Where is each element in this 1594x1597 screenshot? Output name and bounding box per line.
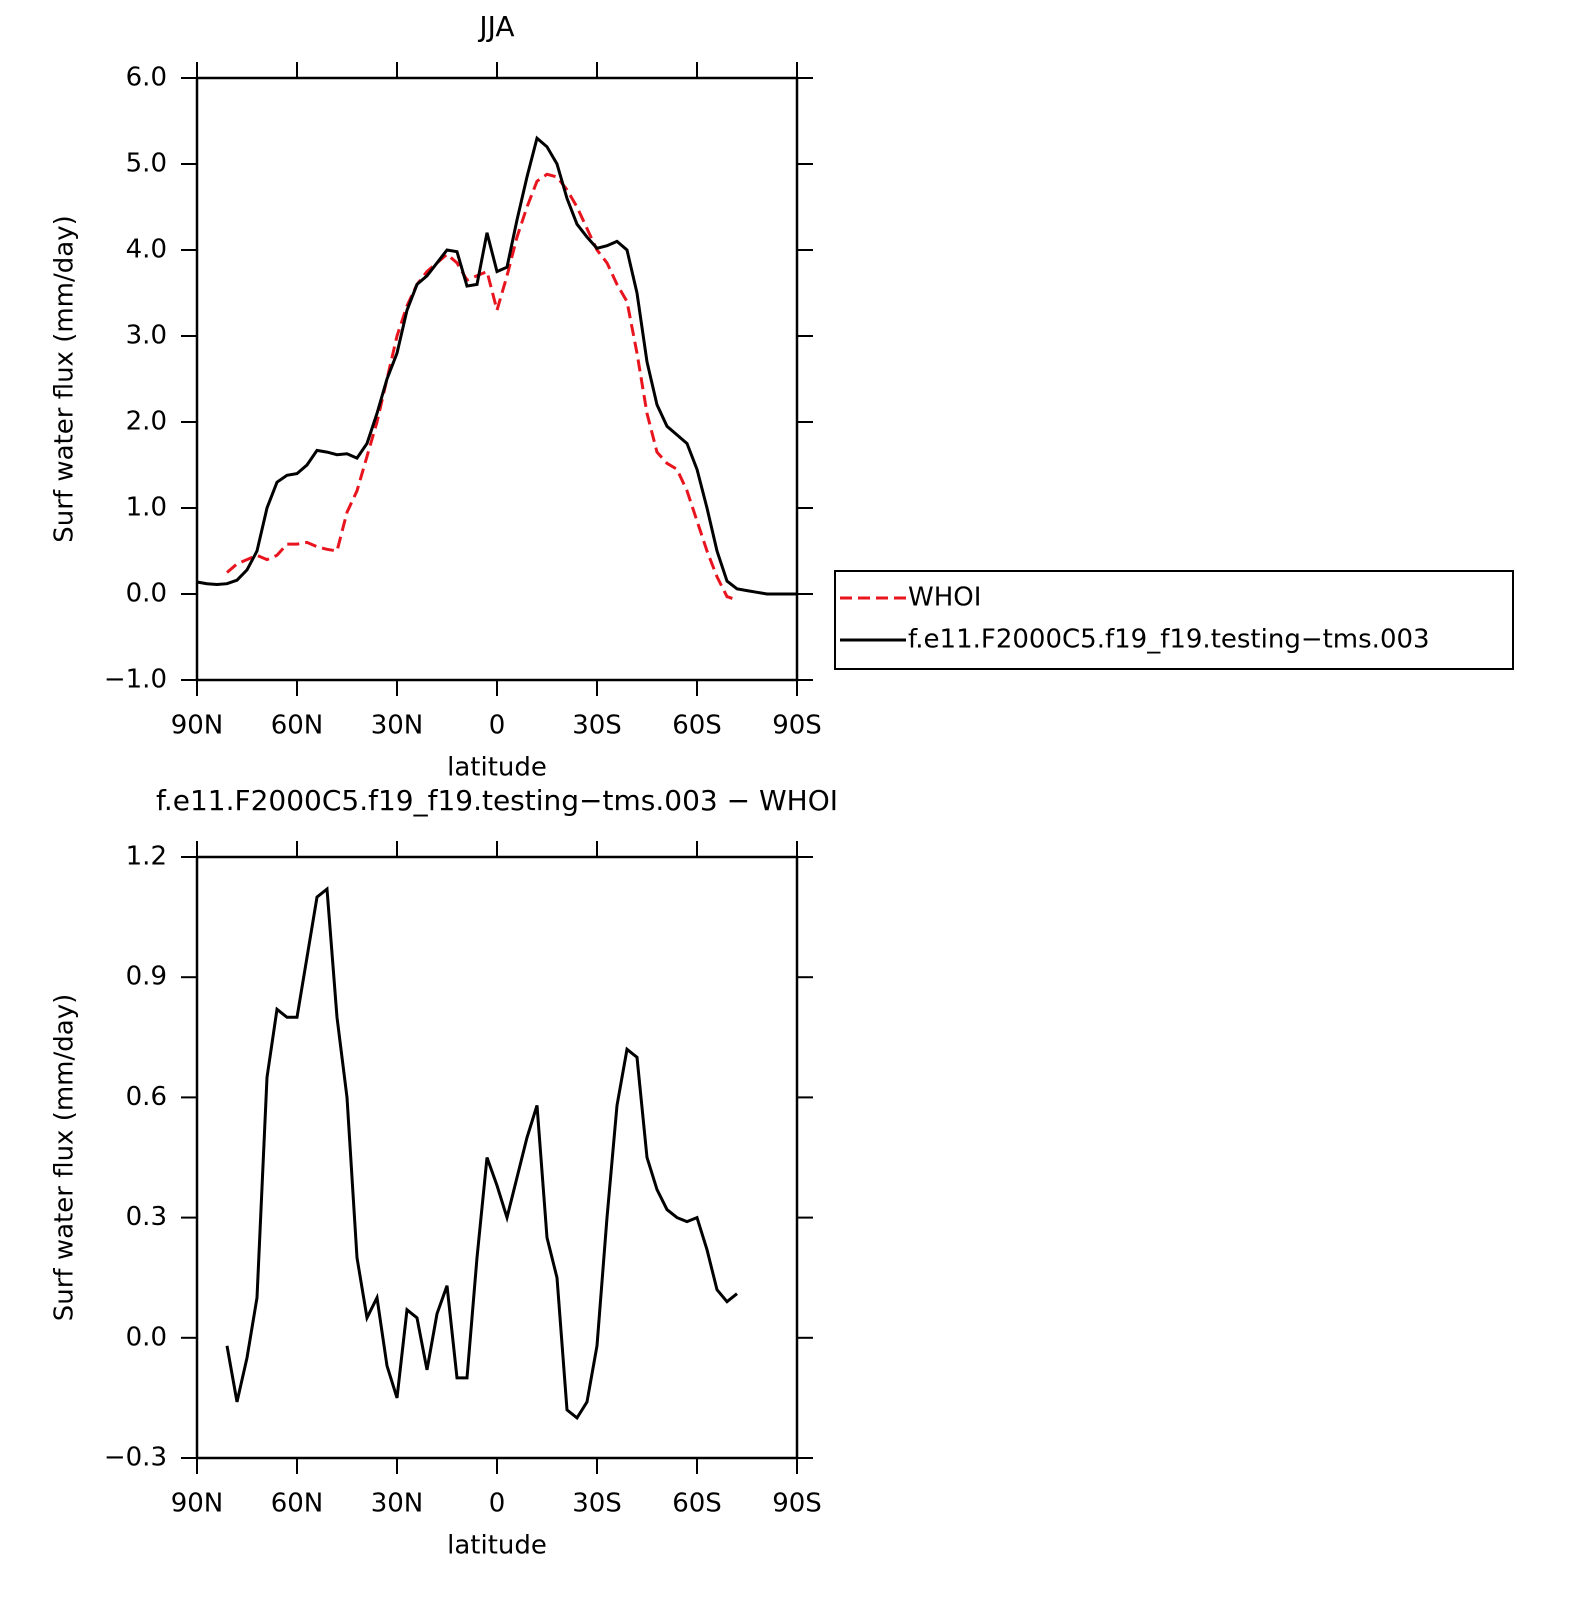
x-tick-label: 0 xyxy=(489,1489,506,1519)
y-tick-label: 0.9 xyxy=(126,962,167,992)
y-axis-label: Surf water flux (mm/day) xyxy=(50,994,80,1321)
legend-label: f.e11.F2000C5.f19_f19.testing−tms.003 xyxy=(908,625,1430,655)
y-tick-label: 0.6 xyxy=(126,1082,167,1112)
x-tick-label: 90S xyxy=(772,1489,822,1519)
x-tick-label: 90N xyxy=(171,711,224,741)
chart-title: JJA xyxy=(477,10,514,43)
y-tick-label: 1.0 xyxy=(126,493,167,523)
y-tick-label: 4.0 xyxy=(126,235,167,265)
x-tick-label: 90S xyxy=(772,711,822,741)
x-tick-label: 90N xyxy=(171,1489,224,1519)
x-tick-label: 30S xyxy=(572,711,622,741)
y-tick-label: −0.3 xyxy=(104,1443,167,1473)
legend-label: WHOI xyxy=(908,583,981,613)
y-tick-label: 2.0 xyxy=(126,407,167,437)
y-tick-label: 0.0 xyxy=(126,1322,167,1352)
x-tick-label: 60N xyxy=(271,1489,324,1519)
y-tick-label: 5.0 xyxy=(126,149,167,179)
data-line xyxy=(226,172,738,602)
y-tick-label: 6.0 xyxy=(126,63,167,93)
y-tick-label: 3.0 xyxy=(126,321,167,351)
x-tick-label: 30N xyxy=(371,1489,424,1519)
y-axis-label: Surf water flux (mm/day) xyxy=(50,215,80,542)
x-tick-label: 60S xyxy=(672,711,722,741)
chart-title: f.e11.F2000C5.f19_f19.testing−tms.003 − … xyxy=(156,784,838,817)
plot-frame xyxy=(195,855,799,1460)
x-tick-label: 60N xyxy=(271,711,324,741)
y-tick-label: 0.3 xyxy=(126,1202,167,1232)
x-tick-label: 0 xyxy=(489,711,506,741)
plot-frame xyxy=(195,76,799,682)
x-axis-label: latitude xyxy=(447,1531,547,1561)
x-axis-label: latitude xyxy=(447,753,547,783)
x-tick-label: 30S xyxy=(572,1489,622,1519)
y-tick-label: 0.0 xyxy=(126,579,167,609)
x-tick-label: 60S xyxy=(672,1489,722,1519)
data-line xyxy=(225,886,738,1421)
y-tick-label: −1.0 xyxy=(104,665,167,695)
x-tick-label: 30N xyxy=(371,711,424,741)
legend-box xyxy=(834,570,1514,670)
data-line xyxy=(196,135,797,596)
y-tick-label: 1.2 xyxy=(126,842,167,872)
